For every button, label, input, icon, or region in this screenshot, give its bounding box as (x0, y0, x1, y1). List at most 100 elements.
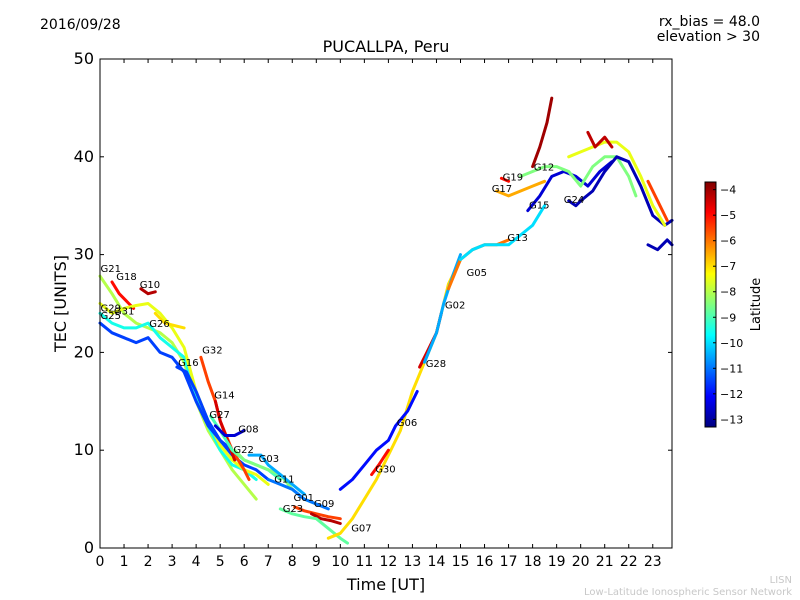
label-g24: G24 (564, 195, 584, 206)
x-tick-label: 11 (355, 554, 373, 570)
x-tick-label: 18 (524, 554, 542, 570)
label-g06: G06 (397, 418, 417, 429)
colorbar-axis: −4 −5 −6 −7 −8 −9 −10 −11 −12 −13 (713, 184, 743, 426)
series-g24 (567, 155, 674, 227)
x-tick-label: 20 (572, 554, 590, 570)
y-tick-label: 30 (74, 245, 94, 264)
series-g06 (338, 390, 419, 491)
label-g16: G16 (178, 358, 198, 369)
x-tick-label: 6 (240, 554, 249, 570)
label-g19: G19 (503, 172, 523, 183)
x-tick-label: 10 (331, 554, 349, 570)
series-g07 (326, 258, 462, 540)
label-g14: G14 (214, 390, 234, 401)
x-tick-label: 0 (96, 554, 105, 570)
y-tick-label: 10 (74, 440, 94, 459)
series-g10b (646, 179, 669, 222)
series-g16 (175, 365, 270, 481)
label-g31: G31 (114, 306, 134, 317)
label-g17: G17 (492, 184, 512, 195)
label-g10: G10 (140, 280, 160, 291)
x-tick-label: 14 (428, 554, 446, 570)
series-g17 (495, 179, 547, 198)
series-g31 (98, 302, 270, 486)
label-g07: G07 (351, 523, 371, 534)
x-tick-label: 7 (264, 554, 273, 570)
label-g08: G08 (238, 425, 258, 436)
elevation-label: elevation > 30 (656, 29, 760, 45)
x-tick-label: 16 (476, 554, 494, 570)
colorbar-tick-label: −8 (720, 286, 736, 299)
y-tick-label: 50 (74, 49, 94, 68)
label-g12: G12 (534, 163, 554, 174)
label-g23: G23 (283, 504, 303, 515)
colorbar-tick-label: −13 (720, 413, 743, 426)
label-g25: G25 (101, 311, 121, 322)
label-g09: G09 (314, 499, 334, 510)
x-tick-label: 5 (216, 554, 225, 570)
x-tick-label: 15 (452, 554, 470, 570)
label-g22: G22 (233, 445, 253, 456)
series-g12b (531, 96, 554, 169)
x-tick-label: 21 (596, 554, 614, 570)
colorbar-tick-label: −10 (720, 337, 743, 350)
y-tick-label: 40 (74, 147, 94, 166)
series-g23 (278, 507, 349, 545)
series-g13 (459, 204, 547, 261)
colorbar-tick-label: −5 (720, 209, 736, 222)
x-tick-label: 19 (548, 554, 566, 570)
series-g26b (646, 238, 674, 252)
x-tick-label: 2 (144, 554, 153, 570)
x-tick-label: 4 (192, 554, 201, 570)
x-tick-label: 22 (620, 554, 638, 570)
colorbar-tick-label: −9 (720, 311, 736, 324)
label-g02: G02 (445, 300, 465, 311)
x-tick-label: 1 (120, 554, 129, 570)
series-layer (98, 96, 674, 545)
label-g03: G03 (259, 454, 279, 465)
series-g30 (370, 448, 390, 477)
y-tick-label: 0 (84, 538, 94, 557)
label-g05: G05 (467, 268, 487, 279)
series-g11 (266, 478, 330, 511)
x-tick-label: 13 (404, 554, 422, 570)
label-g30: G30 (375, 465, 395, 476)
y-axis-label: TEC [UNITS] (51, 255, 70, 353)
plot-frame (99, 58, 673, 549)
series-g12 (519, 155, 638, 198)
colorbar-label: Latitude (749, 278, 764, 332)
colorbar-tick-label: −11 (720, 362, 743, 375)
date-label: 2016/09/28 (40, 17, 121, 33)
label-g26: G26 (149, 319, 169, 330)
series-g03 (247, 453, 306, 496)
x-tick-label: 8 (288, 554, 297, 570)
label-g28: G28 (426, 359, 446, 370)
x-tick-label: 9 (312, 554, 321, 570)
axis-layer: 0 1 2 3 4 5 6 7 8 9 10 11 12 13 14 15 16 17 18 19 20 21 22 2301… (74, 49, 672, 570)
label-g29: G29 (101, 303, 121, 314)
x-axis-label: Time [UT] (346, 575, 425, 594)
colorbar (704, 181, 717, 428)
series-g06b (586, 130, 614, 149)
y-tick-label: 20 (74, 342, 94, 361)
label-g11: G11 (274, 475, 294, 486)
colorbar-tick-label: −12 (720, 388, 743, 401)
chart-title: PUCALLPA, Peru (322, 37, 450, 56)
credit-network: Low-Latitude Ionospheric Sensor Network (584, 587, 792, 598)
series-g20 (567, 140, 667, 227)
label-g32: G32 (202, 345, 222, 356)
label-g18: G18 (116, 272, 136, 283)
rx-bias-label: rx_bias = 48.0 (658, 14, 760, 30)
label-g13: G13 (507, 233, 527, 244)
series-g01 (293, 505, 342, 521)
series-g29 (98, 311, 258, 481)
series-g10 (139, 287, 157, 296)
series-g19 (499, 176, 511, 183)
colorbar-tick-label: −7 (720, 260, 736, 273)
label-g01: G01 (294, 493, 314, 504)
x-tick-label: 23 (644, 554, 662, 570)
series-g09 (310, 512, 342, 525)
label-g27: G27 (209, 410, 229, 421)
series-g25 (98, 321, 234, 452)
